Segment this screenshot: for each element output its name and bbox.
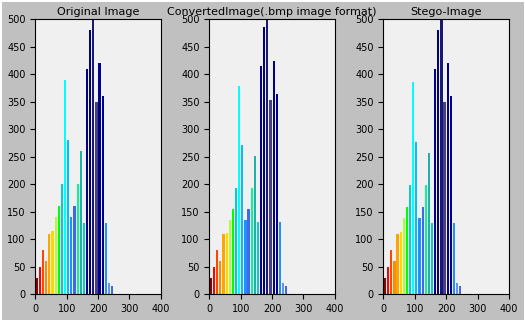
Bar <box>431 223 433 294</box>
Bar <box>111 286 113 294</box>
Bar <box>210 278 212 294</box>
Bar <box>67 140 69 294</box>
Bar <box>247 209 250 294</box>
Bar <box>80 151 82 294</box>
Bar <box>396 234 398 294</box>
Bar <box>440 19 443 294</box>
Bar <box>257 222 259 294</box>
Bar <box>260 66 262 294</box>
Bar <box>276 94 278 294</box>
Bar <box>450 96 452 294</box>
Bar <box>437 30 439 294</box>
Bar <box>232 209 234 294</box>
Bar <box>428 153 430 294</box>
Bar <box>393 261 395 294</box>
Bar <box>216 250 218 294</box>
Bar <box>102 96 104 294</box>
Bar <box>263 28 265 294</box>
Bar <box>92 19 94 294</box>
Bar <box>64 80 66 294</box>
Bar <box>412 82 414 294</box>
Bar <box>99 63 101 294</box>
Bar <box>238 86 240 294</box>
Bar <box>384 278 386 294</box>
Bar <box>453 223 455 294</box>
Bar <box>406 207 408 294</box>
Bar <box>213 267 215 294</box>
Title: Original Image: Original Image <box>57 7 139 17</box>
Bar <box>266 16 268 294</box>
Bar <box>282 283 284 294</box>
Bar <box>279 222 281 294</box>
Bar <box>83 223 85 294</box>
Bar <box>223 234 225 294</box>
Bar <box>105 223 107 294</box>
Bar <box>447 63 449 294</box>
Bar <box>96 102 98 294</box>
Bar <box>74 206 76 294</box>
Bar <box>272 61 275 294</box>
Bar <box>219 261 222 294</box>
Bar <box>235 187 237 294</box>
Bar <box>418 218 421 294</box>
Bar <box>400 232 402 294</box>
Bar <box>55 217 57 294</box>
Bar <box>77 184 79 294</box>
Bar <box>61 184 63 294</box>
Bar <box>409 185 411 294</box>
Bar <box>108 283 110 294</box>
Bar <box>51 231 54 294</box>
Bar <box>459 286 461 294</box>
Bar <box>45 261 47 294</box>
Bar <box>444 102 446 294</box>
Bar <box>403 218 405 294</box>
Bar <box>241 145 244 294</box>
Bar <box>285 286 287 294</box>
Bar <box>86 69 88 294</box>
Bar <box>48 234 50 294</box>
Bar <box>36 278 38 294</box>
Bar <box>254 155 256 294</box>
Bar <box>89 30 91 294</box>
Bar <box>42 250 44 294</box>
Bar <box>425 185 427 294</box>
Bar <box>390 250 392 294</box>
Bar <box>226 233 228 294</box>
Bar <box>456 283 458 294</box>
Bar <box>415 142 417 294</box>
Bar <box>244 220 247 294</box>
Bar <box>422 207 424 294</box>
Title: ConvertedImage(.bmp image format): ConvertedImage(.bmp image format) <box>167 7 377 17</box>
Title: Stego-Image: Stego-Image <box>411 7 482 17</box>
Bar <box>58 206 60 294</box>
Bar <box>269 100 271 294</box>
Bar <box>229 220 231 294</box>
Bar <box>250 187 253 294</box>
Bar <box>39 267 41 294</box>
Bar <box>387 267 389 294</box>
Bar <box>70 217 72 294</box>
Bar <box>434 69 436 294</box>
